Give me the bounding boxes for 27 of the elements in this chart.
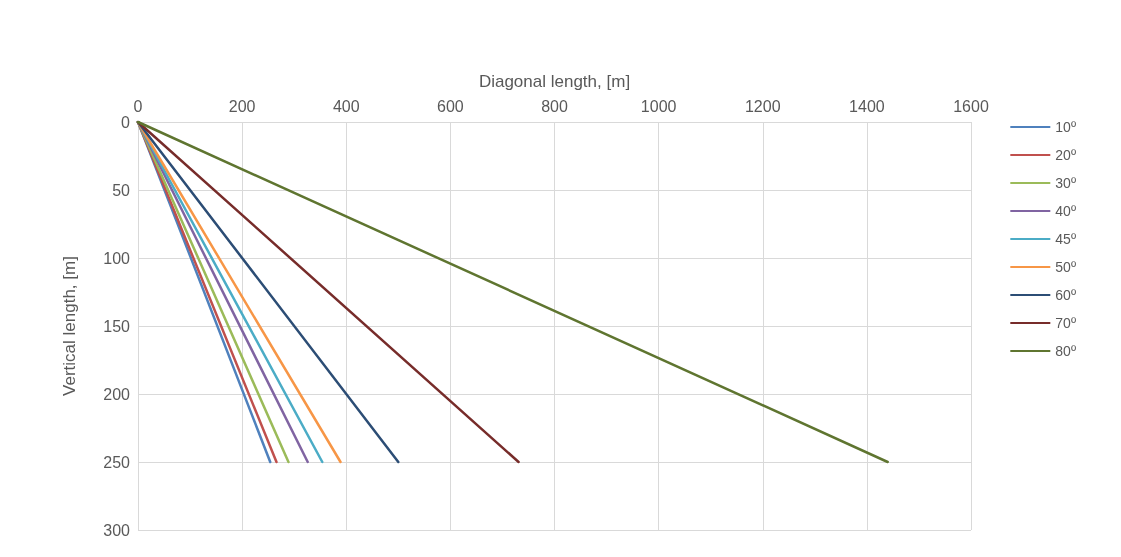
x-axis-title: Diagonal length, [m]: [478, 72, 631, 91]
y-tick-label: 50: [112, 181, 131, 199]
legend-label: 60º: [1055, 287, 1076, 303]
legend-label: 10º: [1055, 119, 1076, 135]
legend-label: 45º: [1055, 231, 1076, 247]
x-tick-label: 1000: [640, 97, 677, 115]
x-tick-label: 1600: [953, 97, 989, 115]
y-tick-label: 250: [103, 453, 131, 471]
legend-label: 70º: [1055, 315, 1076, 331]
legend-label: 30º: [1055, 175, 1076, 191]
y-axis-title: Vertical length, [m]: [60, 256, 79, 396]
legend-label: 20º: [1055, 147, 1076, 163]
x-tick-label: 400: [332, 97, 360, 115]
y-tick-label: 100: [103, 249, 131, 267]
x-tick-label: 1400: [849, 97, 885, 115]
y-tick-label: 300: [103, 521, 131, 539]
x-tick-label: 0: [133, 97, 143, 115]
y-tick-label: 0: [121, 113, 131, 131]
legend-label: 50º: [1055, 259, 1076, 275]
x-tick-label: 200: [228, 97, 256, 115]
y-tick-label: 150: [103, 317, 131, 335]
legend-label: 40º: [1055, 203, 1076, 219]
x-tick-label: 600: [437, 97, 464, 115]
legend-label: 80º: [1055, 343, 1076, 359]
x-tick-label: 800: [541, 97, 568, 115]
y-tick-label: 200: [103, 385, 131, 403]
x-tick-label: 1200: [744, 97, 781, 115]
